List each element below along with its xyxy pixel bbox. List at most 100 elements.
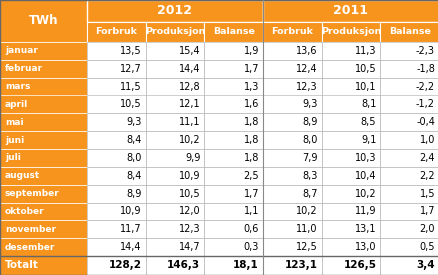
Text: 0,6: 0,6 [243, 224, 258, 234]
Bar [0, 131, 87, 149]
Bar [321, 202, 379, 220]
Bar [145, 60, 204, 78]
Bar [262, 113, 321, 131]
Bar [204, 202, 262, 220]
Text: 2,5: 2,5 [243, 171, 258, 181]
Text: 12,0: 12,0 [178, 207, 200, 216]
Text: Forbruk: Forbruk [95, 28, 137, 37]
Text: -1,8: -1,8 [415, 64, 434, 74]
Bar [87, 149, 145, 167]
Text: 18,1: 18,1 [233, 260, 258, 271]
Bar [204, 22, 262, 42]
Bar [87, 42, 145, 60]
Text: 12,8: 12,8 [178, 82, 200, 92]
Bar [262, 78, 321, 95]
Bar [204, 131, 262, 149]
Text: 11,1: 11,1 [178, 117, 200, 127]
Bar [262, 42, 321, 60]
Bar [87, 131, 145, 149]
Text: 14,4: 14,4 [178, 64, 200, 74]
Text: 10,2: 10,2 [354, 189, 375, 199]
Bar [87, 22, 145, 42]
Bar [262, 95, 321, 113]
Text: 0,3: 0,3 [243, 242, 258, 252]
Text: 12,5: 12,5 [295, 242, 317, 252]
Bar [0, 220, 87, 238]
Text: 14,4: 14,4 [120, 242, 141, 252]
Text: februar: februar [5, 64, 43, 73]
Text: 8,9: 8,9 [302, 117, 317, 127]
Text: Balanse: Balanse [212, 28, 254, 37]
Bar [379, 167, 438, 185]
Text: 1,0: 1,0 [419, 135, 434, 145]
Bar [0, 0, 87, 42]
Bar [0, 149, 87, 167]
Text: juni: juni [5, 136, 24, 145]
Text: 1,1: 1,1 [243, 207, 258, 216]
Bar [145, 256, 204, 275]
Bar [321, 256, 379, 275]
Text: 0,5: 0,5 [419, 242, 434, 252]
Bar [0, 167, 87, 185]
Bar [204, 42, 262, 60]
Text: 10,5: 10,5 [120, 100, 141, 109]
Text: juli: juli [5, 153, 21, 163]
Bar [379, 256, 438, 275]
Bar [145, 238, 204, 256]
Text: 13,5: 13,5 [120, 46, 141, 56]
Text: 8,3: 8,3 [302, 171, 317, 181]
Bar [87, 113, 145, 131]
Text: 1,3: 1,3 [243, 82, 258, 92]
Text: 12,3: 12,3 [295, 82, 317, 92]
Text: mai: mai [5, 118, 24, 127]
Text: 13,6: 13,6 [296, 46, 317, 56]
Bar [0, 256, 87, 275]
Text: 10,3: 10,3 [354, 153, 375, 163]
Bar [87, 0, 262, 22]
Bar [262, 131, 321, 149]
Text: 9,3: 9,3 [126, 117, 141, 127]
Bar [321, 149, 379, 167]
Text: 2,4: 2,4 [419, 153, 434, 163]
Text: 10,1: 10,1 [354, 82, 375, 92]
Text: januar: januar [5, 46, 38, 56]
Text: 11,7: 11,7 [120, 224, 141, 234]
Text: -0,4: -0,4 [415, 117, 434, 127]
Bar [262, 167, 321, 185]
Text: 12,1: 12,1 [178, 100, 200, 109]
Text: 8,4: 8,4 [126, 171, 141, 181]
Bar [145, 42, 204, 60]
Bar [204, 78, 262, 95]
Text: Forbruk: Forbruk [271, 28, 313, 37]
Bar [87, 95, 145, 113]
Bar [145, 95, 204, 113]
Text: Produksjon: Produksjon [145, 28, 205, 37]
Bar [321, 220, 379, 238]
Bar [145, 113, 204, 131]
Text: august: august [5, 171, 40, 180]
Bar [87, 220, 145, 238]
Text: oktober: oktober [5, 207, 45, 216]
Text: TWh: TWh [28, 15, 58, 28]
Text: september: september [5, 189, 60, 198]
Text: Balanse: Balanse [388, 28, 430, 37]
Text: 8,0: 8,0 [126, 153, 141, 163]
Bar [321, 42, 379, 60]
Text: 2012: 2012 [157, 4, 192, 18]
Bar [0, 113, 87, 131]
Bar [145, 131, 204, 149]
Bar [379, 238, 438, 256]
Bar [262, 202, 321, 220]
Bar [262, 256, 321, 275]
Text: -2,2: -2,2 [415, 82, 434, 92]
Bar [379, 78, 438, 95]
Text: 8,9: 8,9 [126, 189, 141, 199]
Text: 10,5: 10,5 [354, 64, 375, 74]
Text: 12,3: 12,3 [178, 224, 200, 234]
Bar [262, 60, 321, 78]
Bar [204, 238, 262, 256]
Bar [321, 167, 379, 185]
Text: 2,2: 2,2 [418, 171, 434, 181]
Bar [321, 238, 379, 256]
Text: 8,1: 8,1 [360, 100, 375, 109]
